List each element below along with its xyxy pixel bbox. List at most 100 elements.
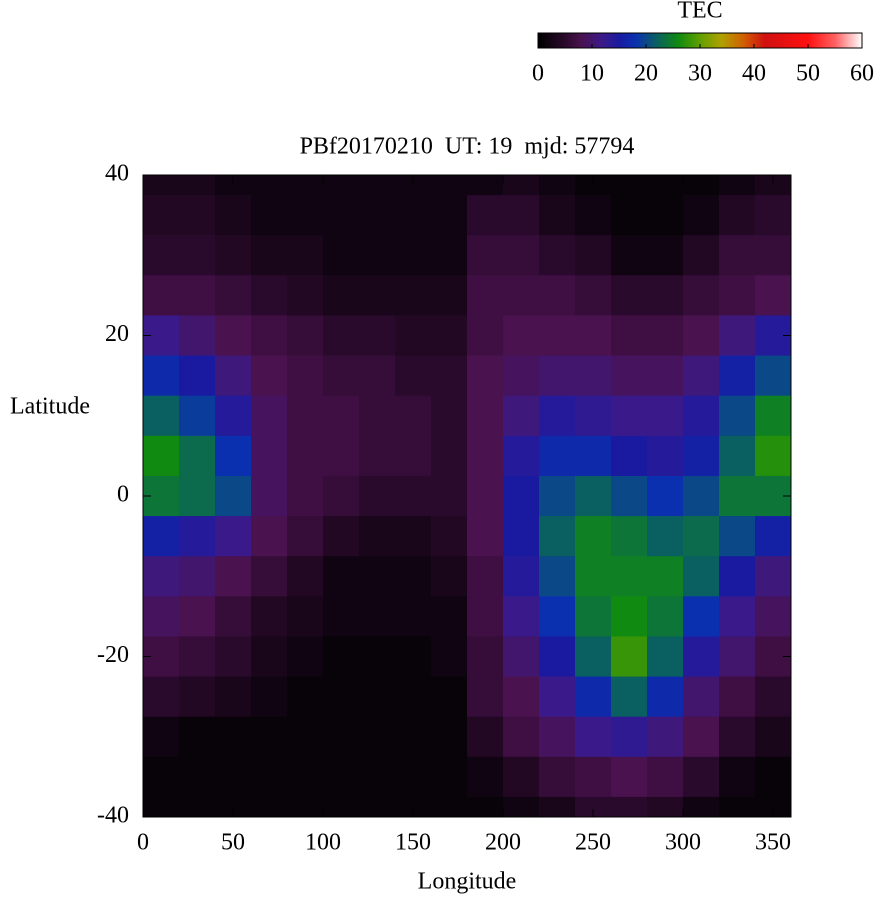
heatmap-cell (539, 676, 576, 718)
heatmap-cell (503, 275, 540, 316)
heatmap-cell (179, 716, 216, 758)
heatmap-cell (503, 175, 540, 196)
heatmap-cell (143, 676, 180, 718)
heatmap-cell (323, 235, 360, 276)
heatmap-cell (539, 596, 576, 637)
heatmap-cell (755, 596, 791, 637)
heatmap-cell (287, 475, 324, 517)
heatmap-cell (431, 596, 468, 637)
heatmap-cell (179, 556, 216, 597)
heatmap-cell (467, 676, 504, 718)
heatmap-cell (575, 796, 612, 817)
heatmap-cell (215, 596, 252, 637)
heatmap-cell (575, 235, 612, 276)
heatmap-cell (287, 716, 324, 758)
heatmap-cell (179, 395, 216, 437)
heatmap-cell (395, 435, 432, 477)
heatmap-cell (611, 716, 648, 758)
heatmap-cell (179, 796, 216, 817)
heatmap-cell (287, 355, 324, 397)
heatmap-cell (359, 355, 396, 397)
heatmap-cell (323, 556, 360, 597)
heatmap-cell (251, 195, 288, 236)
heatmap-cell (395, 516, 432, 557)
heatmap-cell (683, 275, 720, 316)
y-tick-label: 0 (117, 482, 129, 508)
heatmap-cell (683, 596, 720, 637)
heatmap-cell (359, 235, 396, 276)
heatmap-cell (467, 756, 504, 798)
heatmap-cell (647, 175, 684, 196)
heatmap-cell (359, 636, 396, 678)
heatmap-cell (359, 475, 396, 517)
heatmap-cell (539, 435, 576, 477)
heatmap-cell (719, 716, 756, 758)
heatmap-cell (359, 596, 396, 637)
heatmap-cell (143, 395, 180, 437)
heatmap-cell (215, 235, 252, 276)
heatmap-cell (395, 315, 432, 357)
heatmap-cell (467, 556, 504, 597)
heatmap-cell (287, 315, 324, 357)
heatmap-cell (323, 636, 360, 678)
heatmap-cell (251, 796, 288, 817)
heatmap-cell (611, 395, 648, 437)
heatmap-cell (287, 636, 324, 678)
heatmap-cell (215, 796, 252, 817)
heatmap-cell (467, 195, 504, 236)
heatmap-cell (395, 556, 432, 597)
heatmap-cell (395, 716, 432, 758)
colorbar-tick-label: 0 (532, 61, 544, 87)
heatmap-cell (467, 516, 504, 557)
heatmap-cell (539, 395, 576, 437)
heatmap-cell (719, 355, 756, 397)
heatmap-cell (755, 556, 791, 597)
heatmap-cell (539, 475, 576, 517)
heatmap-cell (215, 716, 252, 758)
heatmap-cell (611, 756, 648, 798)
x-tick-label: 100 (305, 830, 341, 856)
heatmap-cell (575, 315, 612, 357)
colorbar-tick-label: 10 (580, 61, 604, 87)
heatmap-cell (323, 676, 360, 718)
heatmap-cell (503, 195, 540, 236)
heatmap-cell (323, 475, 360, 517)
heatmap-cell (611, 435, 648, 477)
heatmap-cell (215, 475, 252, 517)
colorbar-tick-label: 40 (742, 61, 766, 87)
heatmap-cell (683, 395, 720, 437)
heatmap-cell (647, 195, 684, 236)
heatmap-cell (143, 435, 180, 477)
heatmap-cell (647, 596, 684, 637)
heatmap-cell (467, 796, 504, 817)
heatmap-cell (323, 435, 360, 477)
heatmap-cell (359, 175, 396, 196)
heatmap-cell (755, 435, 791, 477)
heatmap-cell (251, 175, 288, 196)
heatmap-cell (179, 676, 216, 718)
heatmap-cell (251, 676, 288, 718)
heatmap-cell (323, 315, 360, 357)
heatmap-cell (647, 556, 684, 597)
heatmap-cell (395, 596, 432, 637)
heatmap-cell (323, 796, 360, 817)
y-tick-label: 40 (105, 161, 129, 187)
heatmap-cell (683, 435, 720, 477)
heatmap-cell (611, 275, 648, 316)
heatmap-cell (179, 435, 216, 477)
heatmap-cell (215, 195, 252, 236)
heatmap-cell (611, 636, 648, 678)
heatmap-cell (359, 796, 396, 817)
heatmap-cell (683, 756, 720, 798)
heatmap-cell (467, 596, 504, 637)
heatmap-cell (683, 796, 720, 817)
heatmap-cell (323, 395, 360, 437)
heatmap-cell (431, 175, 468, 196)
heatmap-cell (251, 516, 288, 557)
heatmap-cell (467, 275, 504, 316)
colorbar-tick-label: 50 (796, 61, 820, 87)
heatmap-cell (719, 315, 756, 357)
heatmap-cell (359, 676, 396, 718)
heatmap-cell (539, 556, 576, 597)
